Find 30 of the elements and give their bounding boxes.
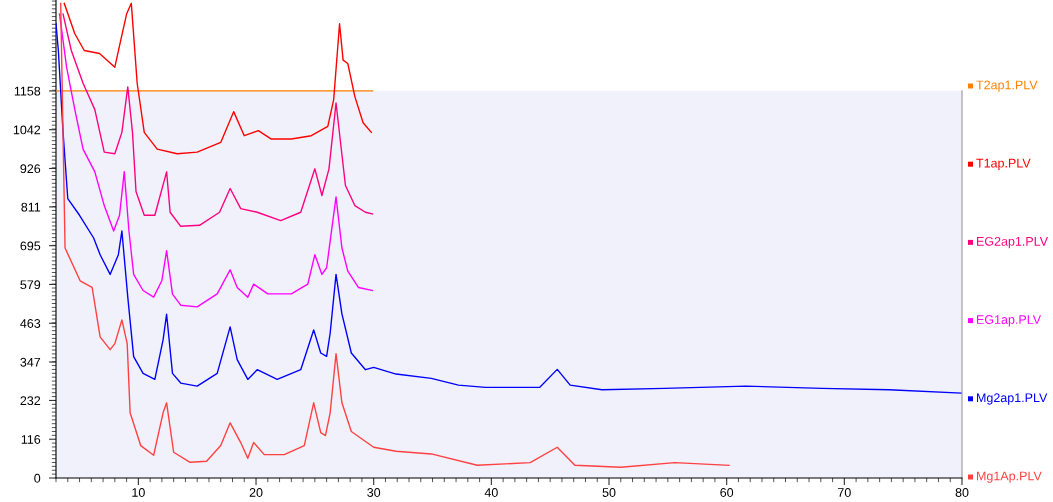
y-tick-label: 1158 — [14, 86, 41, 96]
line-series — [60, 2, 730, 468]
legend-label: T2ap1.PLV — [976, 80, 1038, 92]
y-tick-label: 116 — [21, 435, 41, 444]
y-tick-label: 695 — [20, 241, 41, 251]
y-tick-label: 463 — [20, 319, 41, 328]
legend-label: Mg2ap1.PLV — [977, 393, 1048, 405]
y-tick-label: 1042 — [13, 125, 41, 135]
x-tick-label: 70 — [838, 488, 851, 497]
y-tick-label: 232 — [20, 396, 41, 406]
x-tick-label: 80 — [955, 488, 969, 497]
legend-label: EG1ap.PLV — [977, 315, 1042, 327]
y-tick-label: 926 — [20, 164, 41, 174]
y-tick-label: 811 — [21, 202, 41, 212]
x-tick-label: 30 — [367, 488, 381, 497]
line-series — [62, 13, 374, 227]
y-tick-label: 579 — [20, 280, 41, 290]
y-tick-label: 0 — [34, 473, 41, 483]
legend-label: T1ap.PLV — [976, 158, 1031, 171]
line-series — [63, 2, 373, 155]
x-tick-label: 10 — [132, 488, 145, 497]
y-tick-label: 347 — [20, 357, 41, 367]
legend-label: Mg1Ap.PLV — [977, 471, 1042, 483]
legend-label: EG2ap1.PLV — [977, 236, 1048, 249]
x-tick-label: 60 — [720, 488, 734, 497]
x-tick-label: 20 — [249, 488, 263, 497]
line-series — [58, 13, 374, 308]
x-tick-label: 50 — [602, 488, 616, 497]
x-tick-label: 40 — [484, 488, 498, 497]
line-series — [56, 23, 962, 394]
